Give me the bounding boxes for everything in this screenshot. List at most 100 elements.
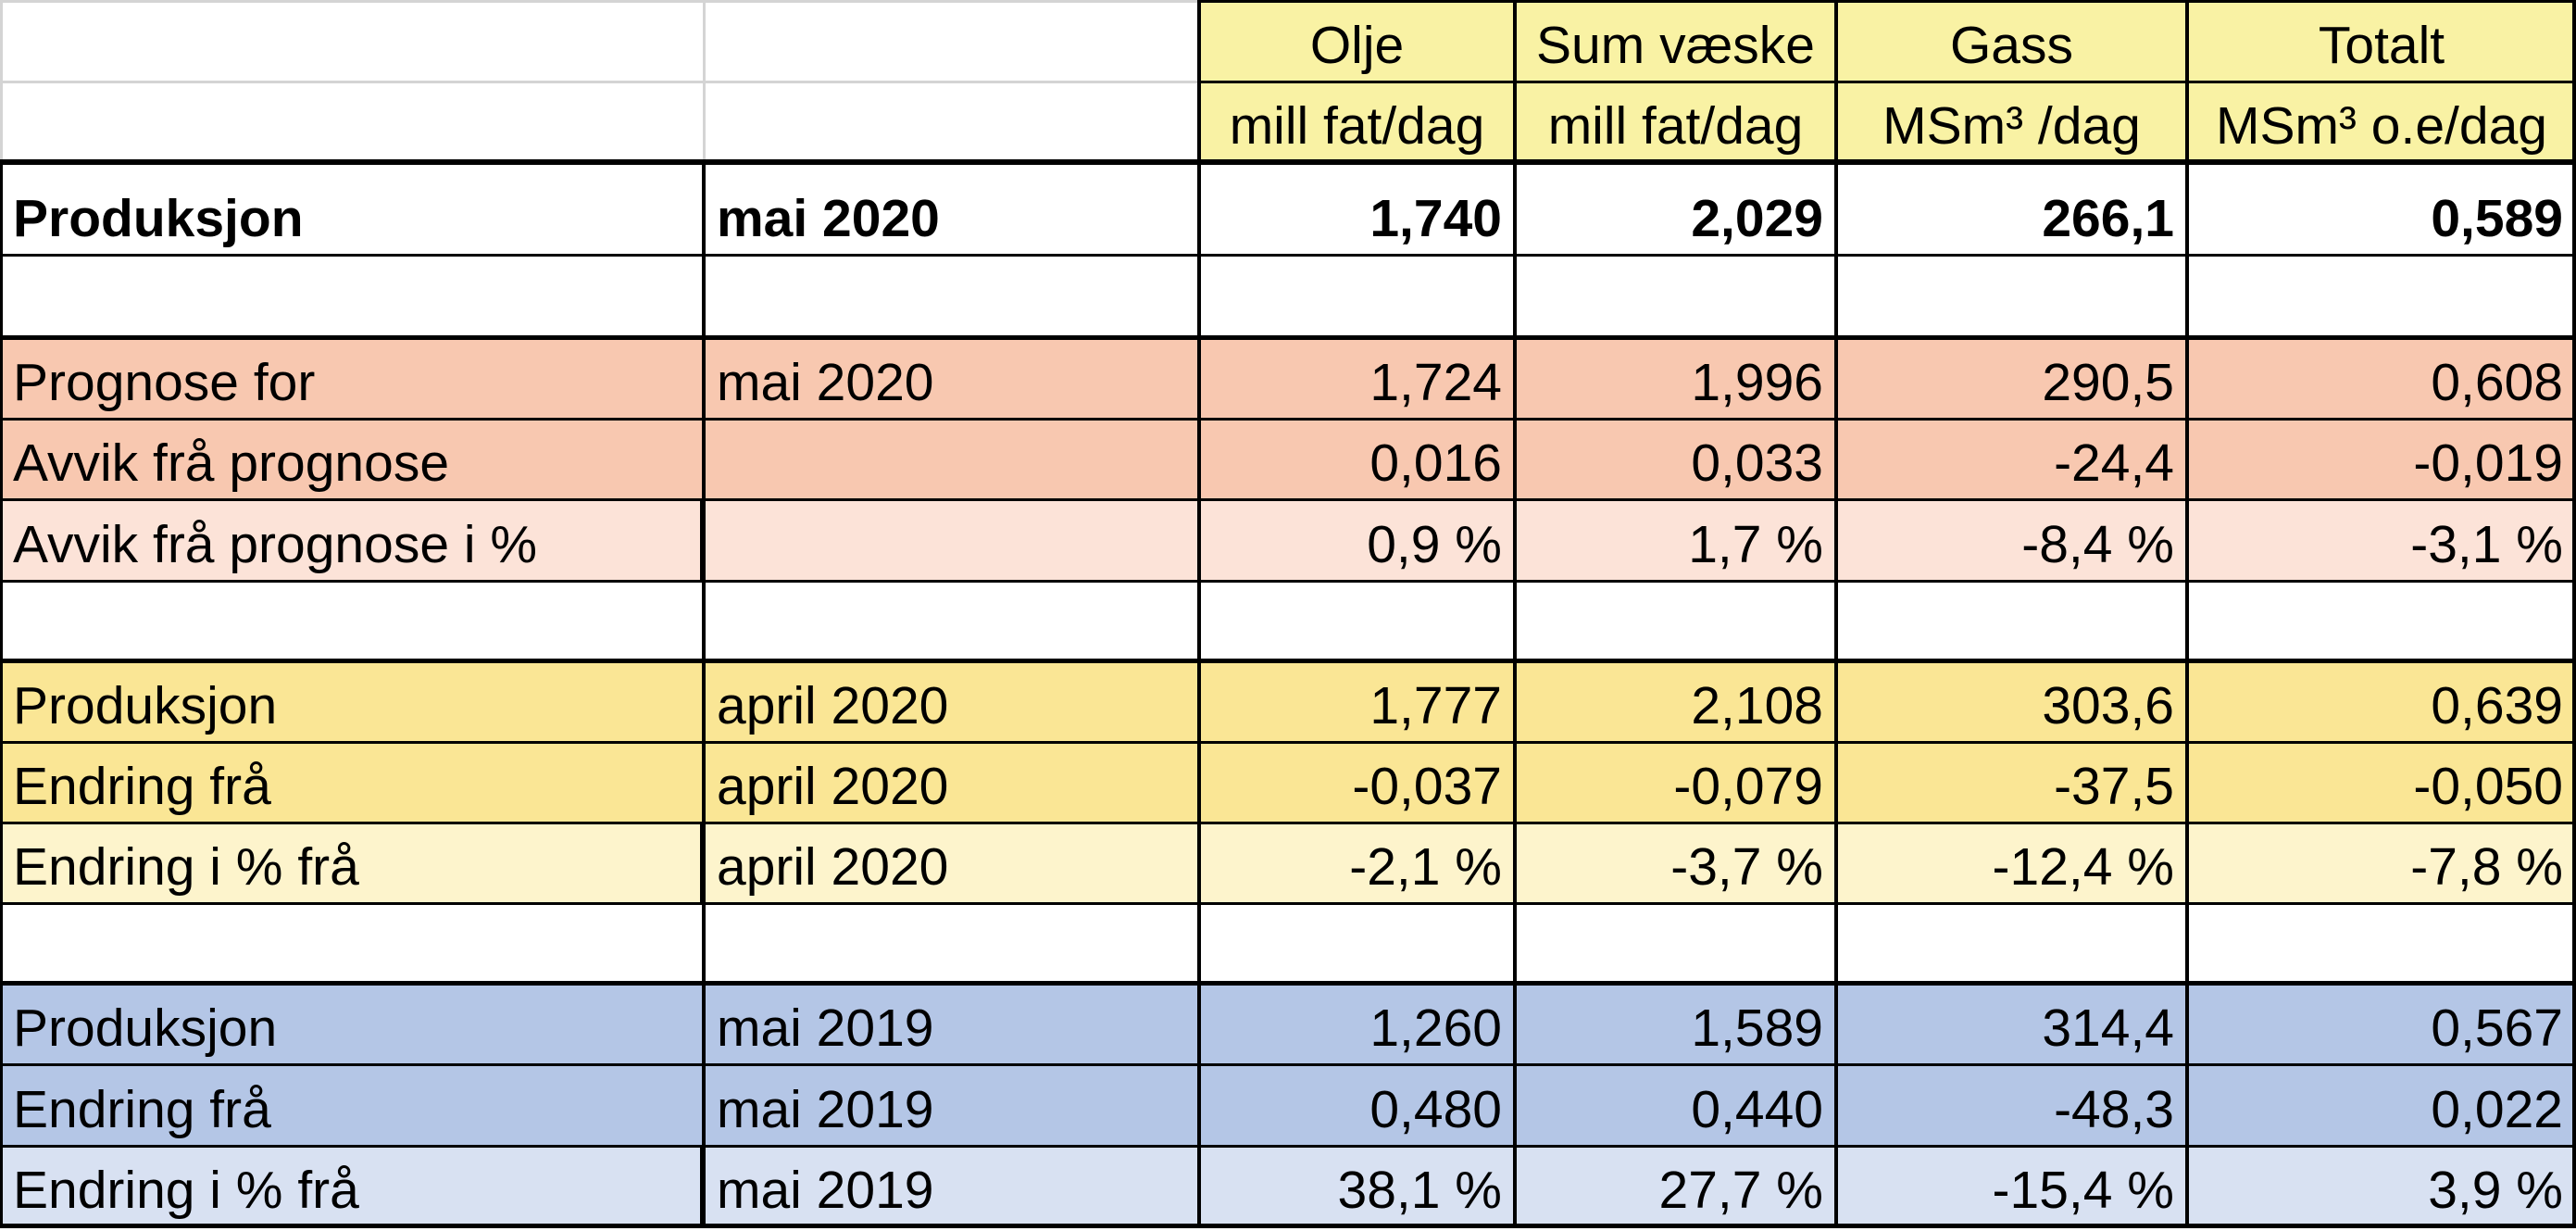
- value-gas[interactable]: [1836, 903, 2187, 984]
- row-period[interactable]: april 2020: [704, 823, 1199, 903]
- value-total[interactable]: 3,9 %: [2187, 1146, 2576, 1226]
- value-sum-liquid[interactable]: [1515, 581, 1836, 661]
- row-period[interactable]: mai 2019: [704, 1146, 1199, 1226]
- header-unit-total[interactable]: MSm³ o.e/dag: [2187, 82, 2576, 162]
- header-title-total[interactable]: Totalt: [2187, 0, 2576, 82]
- value-total[interactable]: 0,608: [2187, 338, 2576, 419]
- value-gas[interactable]: [1836, 255, 2187, 338]
- row-period[interactable]: [704, 581, 1199, 661]
- border: [700, 499, 706, 581]
- value-oil[interactable]: -0,037: [1199, 742, 1515, 823]
- row-label[interactable]: Prognose for: [0, 338, 704, 419]
- value-total[interactable]: 0,567: [2187, 984, 2576, 1064]
- row-label[interactable]: Endring frå: [0, 742, 704, 823]
- border: [0, 1063, 2576, 1066]
- header-title-oil[interactable]: Olje: [1199, 0, 1515, 82]
- row-period[interactable]: mai 2020: [704, 162, 1199, 255]
- row-label[interactable]: Avvik frå prognose i %: [0, 499, 704, 581]
- row-period[interactable]: april 2020: [704, 742, 1199, 823]
- header-title-gas[interactable]: Gass: [1836, 0, 2187, 82]
- row-label[interactable]: Produksjon: [0, 984, 704, 1064]
- value-total[interactable]: 0,589: [2187, 162, 2576, 255]
- border: [0, 1224, 2576, 1228]
- value-gas[interactable]: -12,4 %: [1836, 823, 2187, 903]
- value-oil[interactable]: [1199, 255, 1515, 338]
- header-title-sum-liquid[interactable]: Sum væske: [1515, 0, 1836, 82]
- header-empty-cell[interactable]: [0, 0, 704, 82]
- value-sum-liquid[interactable]: 1,589: [1515, 984, 1836, 1064]
- value-sum-liquid[interactable]: 0,440: [1515, 1064, 1836, 1146]
- value-gas[interactable]: -8,4 %: [1836, 499, 2187, 581]
- value-total[interactable]: -3,1 %: [2187, 499, 2576, 581]
- value-oil[interactable]: 0,016: [1199, 419, 1515, 499]
- row-period[interactable]: mai 2019: [704, 1064, 1199, 1146]
- row-label[interactable]: Endring i % frå: [0, 1146, 704, 1226]
- header-unit-gas[interactable]: MSm³ /dag: [1836, 82, 2187, 162]
- border: [1513, 0, 1517, 162]
- value-gas[interactable]: [1836, 581, 2187, 661]
- border: [0, 418, 2576, 421]
- value-oil[interactable]: [1199, 903, 1515, 984]
- gridline: [0, 0, 3, 162]
- row-label[interactable]: Produksjon: [0, 661, 704, 742]
- border: [0, 659, 2576, 663]
- row-label[interactable]: [0, 255, 704, 338]
- value-total[interactable]: -0,019: [2187, 419, 2576, 499]
- value-sum-liquid[interactable]: 0,033: [1515, 419, 1836, 499]
- value-sum-liquid[interactable]: -0,079: [1515, 742, 1836, 823]
- value-gas[interactable]: -37,5: [1836, 742, 2187, 823]
- header-empty-cell[interactable]: [704, 82, 1199, 162]
- value-oil[interactable]: [1199, 581, 1515, 661]
- value-sum-liquid[interactable]: [1515, 255, 1836, 338]
- row-period[interactable]: april 2020: [704, 661, 1199, 742]
- border: [0, 741, 2576, 744]
- header-empty-cell[interactable]: [704, 0, 1199, 82]
- value-total[interactable]: 0,022: [2187, 1064, 2576, 1146]
- row-label[interactable]: Avvik frå prognose: [0, 419, 704, 499]
- value-total[interactable]: [2187, 255, 2576, 338]
- value-gas[interactable]: -15,4 %: [1836, 1146, 2187, 1226]
- value-oil[interactable]: 0,9 %: [1199, 499, 1515, 581]
- value-total[interactable]: [2187, 581, 2576, 661]
- row-period[interactable]: [704, 903, 1199, 984]
- border: [1834, 0, 1838, 162]
- border: [700, 823, 706, 903]
- row-label[interactable]: Produksjon: [0, 162, 704, 255]
- row-period[interactable]: [704, 499, 1199, 581]
- row-label[interactable]: [0, 581, 704, 661]
- value-gas[interactable]: -48,3: [1836, 1064, 2187, 1146]
- row-label[interactable]: [0, 903, 704, 984]
- row-period[interactable]: [704, 419, 1199, 499]
- row-period[interactable]: [704, 255, 1199, 338]
- row-label[interactable]: Endring i % frå: [0, 823, 704, 903]
- value-oil[interactable]: -2,1 %: [1199, 823, 1515, 903]
- value-sum-liquid[interactable]: 1,7 %: [1515, 499, 1836, 581]
- value-oil[interactable]: 1,260: [1199, 984, 1515, 1064]
- header-empty-cell[interactable]: [0, 82, 704, 162]
- value-gas[interactable]: 303,6: [1836, 661, 2187, 742]
- value-gas[interactable]: -24,4: [1836, 419, 2187, 499]
- value-sum-liquid[interactable]: 2,108: [1515, 661, 1836, 742]
- value-total[interactable]: -7,8 %: [2187, 823, 2576, 903]
- row-period[interactable]: mai 2019: [704, 984, 1199, 1064]
- header-unit-sum-liquid[interactable]: mill fat/dag: [1515, 82, 1836, 162]
- value-sum-liquid[interactable]: -3,7 %: [1515, 823, 1836, 903]
- value-oil[interactable]: 1,777: [1199, 661, 1515, 742]
- value-total[interactable]: 0,639: [2187, 661, 2576, 742]
- row-period[interactable]: mai 2020: [704, 338, 1199, 419]
- value-sum-liquid[interactable]: [1515, 903, 1836, 984]
- value-oil[interactable]: 0,480: [1199, 1064, 1515, 1146]
- value-sum-liquid[interactable]: 27,7 %: [1515, 1146, 1836, 1226]
- value-gas[interactable]: 314,4: [1836, 984, 2187, 1064]
- value-oil[interactable]: 1,724: [1199, 338, 1515, 419]
- value-gas[interactable]: 290,5: [1836, 338, 2187, 419]
- row-label[interactable]: Endring frå: [0, 1064, 704, 1146]
- value-total[interactable]: -0,050: [2187, 742, 2576, 823]
- value-oil[interactable]: 38,1 %: [1199, 1146, 1515, 1226]
- value-total[interactable]: [2187, 903, 2576, 984]
- value-sum-liquid[interactable]: 1,996: [1515, 338, 1836, 419]
- value-gas[interactable]: 266,1: [1836, 162, 2187, 255]
- value-oil[interactable]: 1,740: [1199, 162, 1515, 255]
- header-unit-oil[interactable]: mill fat/dag: [1199, 82, 1515, 162]
- value-sum-liquid[interactable]: 2,029: [1515, 162, 1836, 255]
